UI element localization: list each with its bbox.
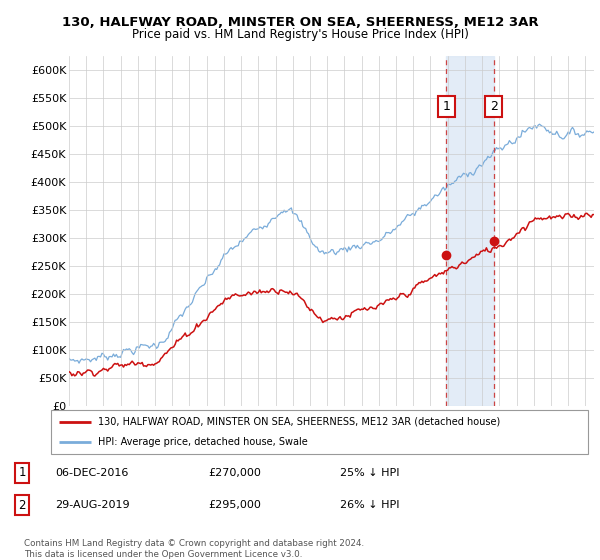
Text: 130, HALFWAY ROAD, MINSTER ON SEA, SHEERNESS, ME12 3AR: 130, HALFWAY ROAD, MINSTER ON SEA, SHEER… xyxy=(62,16,538,29)
Text: 130, HALFWAY ROAD, MINSTER ON SEA, SHEERNESS, ME12 3AR (detached house): 130, HALFWAY ROAD, MINSTER ON SEA, SHEER… xyxy=(98,417,500,427)
Text: 1: 1 xyxy=(19,466,26,479)
Bar xyxy=(446,56,494,406)
Text: 26% ↓ HPI: 26% ↓ HPI xyxy=(340,500,400,510)
Text: £295,000: £295,000 xyxy=(208,500,261,510)
Text: 06-DEC-2016: 06-DEC-2016 xyxy=(55,468,128,478)
Text: 2: 2 xyxy=(490,100,497,113)
Text: 2: 2 xyxy=(19,498,26,512)
Text: £270,000: £270,000 xyxy=(208,468,261,478)
FancyBboxPatch shape xyxy=(51,410,588,454)
Text: This data is licensed under the Open Government Licence v3.0.: This data is licensed under the Open Gov… xyxy=(24,550,302,559)
Text: Contains HM Land Registry data © Crown copyright and database right 2024.: Contains HM Land Registry data © Crown c… xyxy=(24,539,364,548)
Text: 29-AUG-2019: 29-AUG-2019 xyxy=(55,500,130,510)
Text: 25% ↓ HPI: 25% ↓ HPI xyxy=(340,468,400,478)
Text: 1: 1 xyxy=(442,100,450,113)
Text: Price paid vs. HM Land Registry's House Price Index (HPI): Price paid vs. HM Land Registry's House … xyxy=(131,28,469,41)
Text: HPI: Average price, detached house, Swale: HPI: Average price, detached house, Swal… xyxy=(98,437,308,447)
